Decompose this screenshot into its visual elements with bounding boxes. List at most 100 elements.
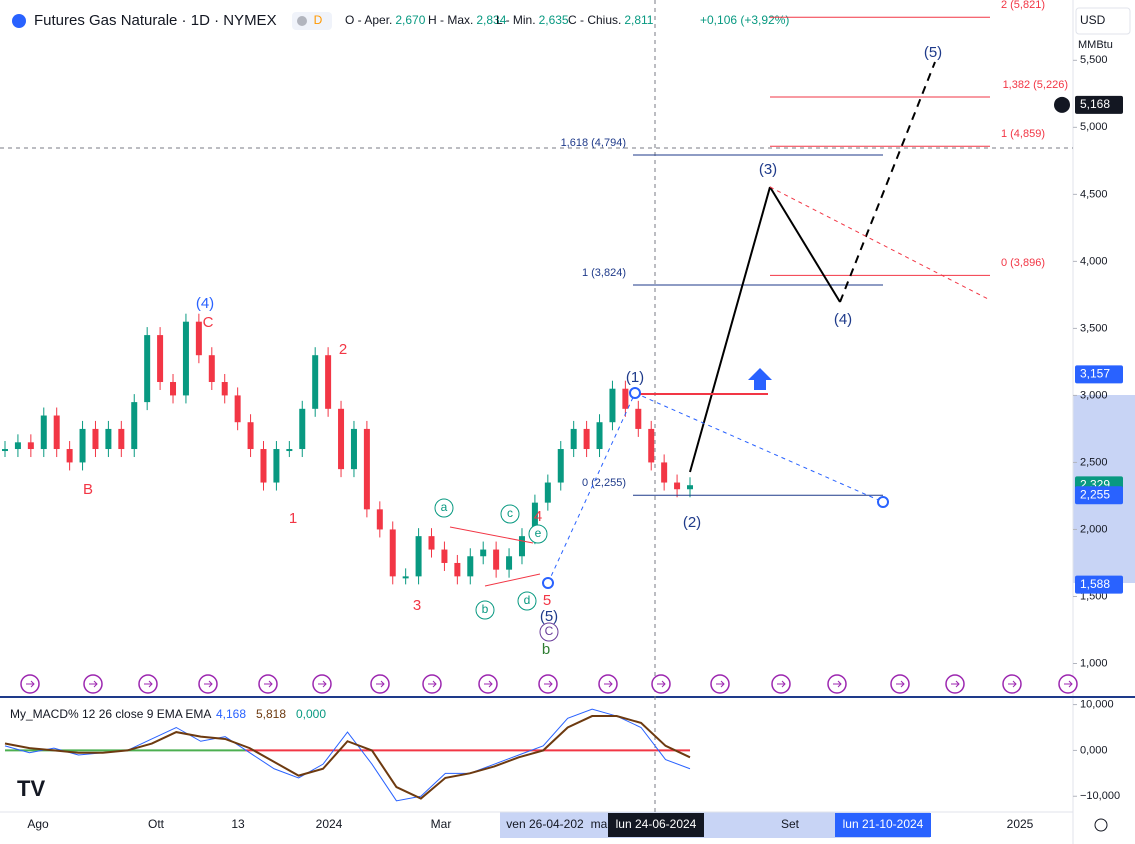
wave-line (769, 186, 841, 303)
crosshair-plus (1054, 96, 1070, 113)
price-bar (389, 529, 396, 577)
event-arrow (264, 680, 273, 688)
fib-label: 1 (3,824) (582, 267, 626, 279)
wave-label: C (545, 624, 554, 638)
price-bar (105, 428, 112, 450)
y-tick-label: 2,500 (1080, 456, 1108, 468)
price-bar (661, 462, 668, 483)
event-arrow (1008, 680, 1017, 688)
x-tick-label: Mar (431, 817, 452, 831)
currency-button[interactable] (1075, 7, 1131, 35)
price-bar (687, 485, 693, 490)
price-bar (583, 428, 590, 450)
macd-title: My_MACD% 12 26 close 9 EMA EMA (10, 707, 211, 721)
ohlc-value: 2,811 (624, 13, 653, 27)
projection (634, 392, 884, 503)
time-badge (608, 813, 704, 837)
ohlc-value: 2,635 (539, 13, 569, 27)
price-badge (1075, 365, 1123, 384)
wave-line (689, 186, 771, 473)
price-bar (53, 415, 60, 450)
badge-dot (297, 16, 307, 26)
price-bar (79, 428, 86, 463)
unit[interactable]: MMBtu (1078, 39, 1113, 51)
wave-label: e (535, 526, 542, 540)
wave-label: C (203, 314, 214, 331)
anchor (629, 387, 641, 399)
signal-line (4, 715, 691, 800)
price-bar (2, 449, 8, 452)
price-badge (1075, 95, 1123, 114)
price-bar (170, 382, 177, 396)
event-arrow (604, 680, 613, 688)
event-arrow (657, 680, 666, 688)
price-bar (609, 388, 616, 423)
wave-label: 2 (339, 341, 347, 358)
fib-label: 1,618 (4,794) (561, 137, 626, 149)
ohlc-label: C - Chius. (568, 13, 621, 27)
price-bar (518, 536, 525, 557)
symbol-icon (12, 14, 26, 28)
x-tick-label: 2025 (1007, 817, 1034, 831)
wave-label: (1) (626, 369, 644, 386)
wave-label: (4) (834, 311, 852, 328)
event-icons (20, 674, 1078, 694)
y-tick-label: 5,500 (1080, 54, 1108, 66)
hist-readout: 0,000 (296, 707, 326, 721)
price-badge-label: 5,168 (1080, 97, 1110, 111)
settings-icon[interactable] (1094, 818, 1108, 832)
ohlc-value: 2,670 (395, 13, 425, 27)
fib-label: 0 (3,896) (1001, 257, 1045, 269)
price-bar (493, 549, 500, 570)
wave-circle (475, 600, 495, 620)
price-bar (118, 428, 125, 450)
price-bar (221, 382, 228, 396)
price-bar (376, 509, 383, 530)
logo: TV (17, 776, 45, 801)
price-bar (596, 422, 603, 450)
price-bar (157, 335, 164, 383)
price-bar (415, 536, 422, 577)
wave-label: (2) (683, 514, 701, 531)
ohlc-label: O - Aper. (345, 13, 392, 27)
anchor (877, 496, 889, 508)
wave-label: 5 (543, 592, 551, 609)
wave-label: 4 (534, 508, 542, 525)
symbol-title[interactable]: Futures Gas Naturale · 1D · NYMEX (34, 12, 277, 29)
x-tick-label: ven 26-04-202 (506, 817, 584, 831)
price-bar (674, 482, 681, 490)
event-arrow (777, 680, 786, 688)
price-bar (570, 428, 577, 450)
wave-label: (4) (196, 295, 214, 312)
price-bar (467, 556, 474, 577)
badge: D (314, 13, 323, 27)
wave-label: (3) (759, 161, 777, 178)
price-bar (648, 428, 655, 463)
ohlc-value: 2,834 (476, 13, 506, 27)
price-bar (350, 428, 357, 470)
x-tick-label: ma (591, 817, 608, 831)
time-badge (835, 813, 931, 837)
price-bar (27, 442, 34, 450)
event-arrow (544, 680, 553, 688)
wave-label: 1 (289, 510, 297, 527)
price-badge-label: 1,588 (1080, 577, 1110, 591)
price-bar (144, 335, 151, 403)
price-badge-label: 2,255 (1080, 487, 1110, 501)
y-tick-label: −10,000 (1080, 790, 1120, 802)
price-badge (1075, 486, 1123, 505)
price-bar (363, 428, 370, 510)
currency[interactable]: USD (1080, 13, 1106, 27)
y-tick-label: 5,000 (1080, 121, 1108, 133)
wave-label: d (524, 593, 531, 607)
price-bar (14, 442, 21, 450)
price-bar (273, 449, 280, 483)
anchor (542, 577, 554, 589)
signal-readout: 5,818 (256, 707, 286, 721)
wave-circle (517, 591, 537, 611)
price-bar (299, 408, 306, 450)
x-tick-label: Ago (27, 817, 49, 831)
wave-label: (5) (924, 44, 942, 61)
price-bar (247, 422, 254, 450)
y-tick-label: 2,000 (1080, 523, 1108, 535)
